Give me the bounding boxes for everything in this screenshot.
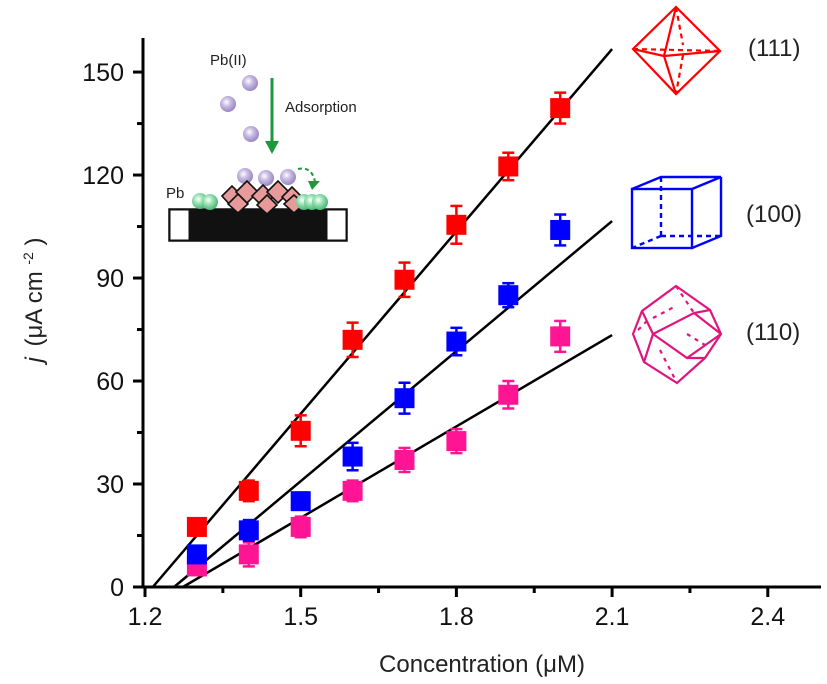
inset-process-label: Adsorption (285, 99, 357, 116)
nanocrystal-icons (220, 179, 306, 216)
cube-icon (630, 175, 723, 250)
fit-lines (151, 48, 614, 589)
y-tick-label: 30 (96, 471, 124, 499)
data-point (550, 326, 571, 347)
x-tick-label: 1.2 (128, 603, 163, 631)
data-point (290, 491, 311, 512)
x-tick-label: 2.1 (595, 603, 630, 631)
inset-schematic: Pb(II) Adsorption Pb (166, 52, 357, 242)
pb-ion-icon (280, 169, 296, 185)
adsorption-arrow-icon (265, 78, 279, 154)
data-point (186, 544, 207, 565)
series-110 (186, 319, 571, 577)
pb-deposit-icon (202, 194, 218, 210)
series-100 (186, 213, 571, 565)
x-tick-label: 2.4 (750, 603, 785, 631)
legend-item-100: (100) (630, 175, 802, 250)
data-point (446, 331, 467, 352)
pb-ion-icon (243, 126, 259, 142)
x-tick-label: 1.5 (283, 603, 318, 631)
octahedron-icon (631, 5, 722, 96)
y-tick-label: 0 (110, 574, 124, 602)
legend-item-111: (111) (631, 5, 800, 96)
data-point (550, 98, 571, 119)
pb-ion-icon (237, 168, 253, 184)
legend-label-110: (110) (746, 319, 800, 346)
data-point (498, 285, 519, 306)
pb-deposit-icon (312, 194, 328, 210)
data-point (394, 449, 415, 470)
y-ticks: 0 30 60 90 120 150 (82, 59, 143, 602)
x-tick-label: 1.8 (439, 603, 474, 631)
data-point (446, 214, 467, 235)
migration-arrow-icon (297, 167, 320, 190)
pb-ion-icon (220, 96, 236, 112)
electrode-icon (168, 208, 348, 242)
data-point (238, 480, 259, 501)
data-point (186, 516, 207, 537)
legend: (111) (100) (630, 5, 802, 385)
y-axis-title-symbol: j (21, 356, 48, 365)
legend-item-110: (110) (631, 284, 800, 385)
x-ticks: 1.2 1.5 1.8 2.1 2.4 (128, 587, 785, 631)
y-tick-label: 150 (82, 59, 124, 87)
data-point (342, 329, 363, 350)
y-axis-title-superscript: -2 (20, 252, 36, 265)
data-point (550, 219, 571, 240)
rhombic-dodecahedron-icon (631, 284, 723, 385)
data-point (498, 156, 519, 177)
inset-deposit-label: Pb (166, 185, 184, 202)
x-axis-title: Concentration (μM) (379, 651, 585, 678)
y-axis-title-close: ) (21, 238, 48, 246)
y-axis-title-unit: (μA cm (21, 271, 48, 346)
svg-text:j (μA cm -2: j (μA cm -2 ) (12, 238, 48, 366)
data-point (394, 269, 415, 290)
fit-line-111 (151, 48, 614, 588)
legend-label-100: (100) (746, 201, 802, 228)
legend-label-111: (111) (748, 35, 800, 62)
data-point (290, 516, 311, 537)
y-tick-label: 60 (96, 368, 124, 396)
series-111 (186, 91, 571, 537)
y-axis-title: j (μA cm -2 ) (12, 238, 48, 366)
data-point (290, 420, 311, 441)
data-point (238, 544, 259, 565)
y-tick-label: 120 (82, 162, 124, 190)
pb-ion-icon (258, 170, 274, 186)
axes: 1.2 1.5 1.8 2.1 2.4 0 30 60 90 120 150 (82, 38, 821, 631)
y-tick-label: 90 (96, 265, 124, 293)
pb-deposit-icons (192, 193, 328, 210)
data-point (498, 384, 519, 405)
inset-ion-label: Pb(II) (210, 52, 247, 69)
pb-ion-icon (242, 75, 258, 91)
data-point (446, 431, 467, 452)
data-point (342, 480, 363, 501)
pb-ion-icons (220, 75, 296, 186)
data-point (394, 388, 415, 409)
data-points (186, 91, 571, 577)
data-point (342, 446, 363, 467)
data-point (238, 520, 259, 541)
